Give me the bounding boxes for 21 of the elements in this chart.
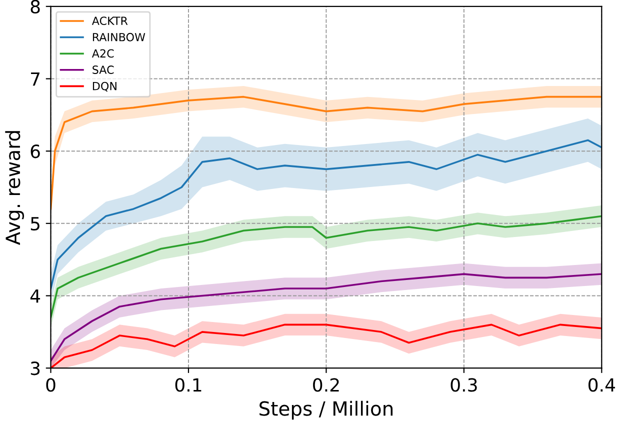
line-series [50,139,602,290]
x-tick-label: 0.1 [175,378,202,392]
x-tick-label: 0.2 [313,378,339,392]
legend-label: A2C [92,49,114,58]
y-tick-label: 3 [30,362,40,376]
x-tick-label: 0.3 [450,378,477,392]
y-tick-label: 7 [31,72,40,86]
x-tick-label: 0 [46,378,56,392]
y-tick-label: 4 [30,289,40,303]
line-series [50,215,602,318]
legend-label: SAC [92,66,114,74]
y-tick-label: 5 [30,217,40,231]
line-series [50,273,602,362]
legend-label: RAINBOW [92,32,146,42]
legend-label: DQN [92,82,116,92]
y-axis-title: Avg. reward [5,131,24,245]
y-tick-label: 8 [30,0,40,14]
legend-label: ACKTR [92,16,128,26]
x-tick-label: 0.4 [588,378,616,392]
x-axis-title: Steps / Million [260,400,393,420]
y-tick-label: 6 [30,144,40,158]
